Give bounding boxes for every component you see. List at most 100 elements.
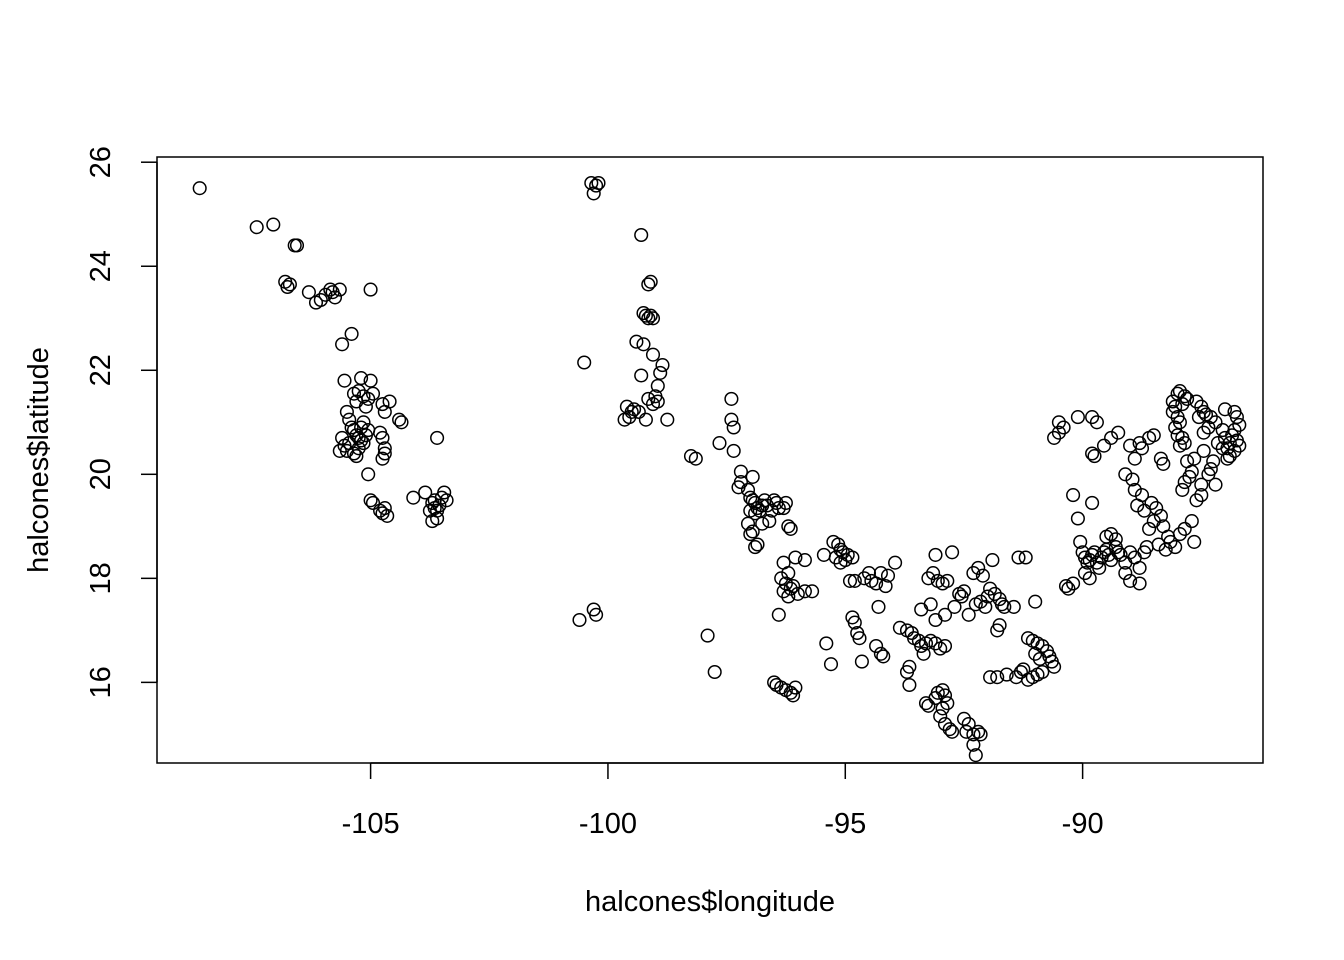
data-point	[1232, 417, 1247, 432]
data-point	[966, 566, 981, 581]
data-point	[1172, 384, 1187, 399]
data-point	[643, 308, 658, 323]
data-point	[643, 274, 658, 289]
data-point	[902, 677, 917, 693]
data-point	[990, 670, 1005, 685]
data-point	[653, 365, 668, 380]
data-point	[876, 649, 891, 664]
data-point	[641, 391, 656, 406]
data-point	[743, 527, 758, 542]
data-point	[1182, 469, 1197, 484]
data-point	[997, 599, 1012, 614]
data-point	[1149, 501, 1164, 516]
data-point	[880, 568, 896, 583]
data-point	[1142, 521, 1157, 536]
data-point	[430, 430, 445, 445]
data-point	[1229, 410, 1244, 425]
data-point	[845, 550, 860, 565]
data-point	[1134, 441, 1150, 456]
data-point	[937, 607, 953, 622]
data-point	[427, 493, 442, 508]
data-point	[724, 391, 739, 406]
data-point	[1189, 493, 1204, 508]
data-point	[617, 412, 632, 427]
data-point	[375, 430, 390, 445]
data-point	[980, 589, 995, 604]
data-point	[577, 355, 592, 370]
data-point	[323, 282, 338, 297]
data-point	[1113, 547, 1128, 562]
data-point	[1085, 446, 1100, 461]
data-point	[712, 436, 727, 451]
data-point	[1118, 467, 1133, 482]
data-point	[1096, 438, 1112, 453]
data-point	[971, 560, 986, 575]
data-point	[945, 545, 960, 560]
data-point	[1066, 576, 1081, 591]
data-point	[1194, 488, 1209, 503]
data-point	[726, 420, 741, 435]
y-tick-label: 18	[85, 562, 117, 594]
data-point	[1009, 670, 1024, 685]
data-point	[361, 467, 376, 482]
data-point	[332, 282, 347, 297]
data-point	[745, 524, 760, 539]
data-point	[361, 391, 376, 406]
data-point	[869, 638, 884, 654]
data-point	[335, 337, 350, 352]
data-point	[1172, 527, 1187, 542]
data-point	[771, 501, 786, 516]
data-point	[1217, 402, 1233, 417]
data-point	[358, 399, 373, 414]
data-point	[987, 586, 1002, 601]
data-point	[1153, 508, 1168, 523]
data-point	[1123, 573, 1138, 588]
data-point	[1146, 428, 1161, 443]
data-point	[377, 446, 392, 461]
data-point	[1180, 391, 1195, 406]
data-point	[1104, 430, 1119, 445]
data-point	[935, 701, 950, 716]
data-point	[363, 373, 378, 388]
data-point	[762, 514, 777, 529]
data-point	[871, 599, 886, 614]
data-point	[873, 646, 888, 661]
data-point	[634, 227, 649, 243]
data-point	[641, 311, 656, 326]
data-point	[731, 480, 746, 495]
data-point	[786, 688, 801, 703]
data-point	[1177, 389, 1192, 404]
data-point	[392, 412, 407, 427]
data-point	[1172, 438, 1187, 453]
data-point	[351, 384, 366, 399]
data-point	[655, 358, 670, 373]
data-point	[1158, 542, 1173, 557]
data-point	[790, 586, 805, 601]
data-point	[1085, 410, 1100, 425]
data-point	[940, 696, 955, 711]
data-point	[377, 441, 392, 456]
data-point	[1165, 404, 1180, 419]
data-point	[650, 378, 665, 393]
data-point	[349, 428, 364, 443]
data-point	[973, 727, 988, 742]
data-point	[805, 584, 820, 599]
data-point	[1066, 488, 1081, 503]
y-tick-label: 22	[85, 354, 117, 386]
data-point	[1082, 571, 1097, 586]
data-point	[1172, 415, 1187, 430]
data-point	[1206, 454, 1221, 469]
data-point	[1073, 534, 1088, 549]
data-point	[937, 716, 953, 732]
data-point	[788, 680, 803, 695]
data-point	[726, 443, 741, 458]
data-point	[349, 449, 364, 464]
data-point	[313, 292, 328, 308]
data-point	[733, 464, 748, 479]
data-point	[926, 566, 941, 581]
data-point	[1175, 397, 1190, 412]
data-point	[933, 709, 948, 724]
x-tick-label: -95	[824, 808, 866, 840]
data-point	[1051, 415, 1066, 430]
data-point	[1189, 394, 1204, 409]
